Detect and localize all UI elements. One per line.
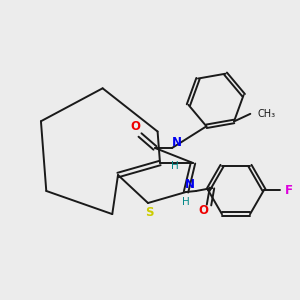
Text: H: H <box>171 161 179 171</box>
Text: N: N <box>172 136 182 148</box>
Text: O: O <box>130 121 140 134</box>
Text: O: O <box>198 205 208 218</box>
Text: N: N <box>185 178 195 190</box>
Text: H: H <box>182 197 190 207</box>
Text: S: S <box>145 206 153 220</box>
Text: F: F <box>285 184 293 196</box>
Text: CH₃: CH₃ <box>257 109 275 119</box>
